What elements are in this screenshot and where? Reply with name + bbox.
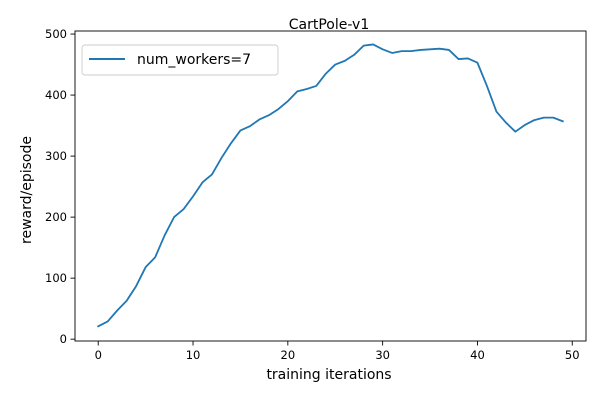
y-tick-label: 300 [45,149,67,163]
legend: num_workers=7 [81,44,279,76]
y-tick-label: 0 [60,332,67,346]
x-tick-label: 50 [565,348,580,362]
y-tick-label: 500 [45,27,67,41]
y-tick-label: 100 [45,271,67,285]
axes-frame [74,30,587,342]
y-tick-label: 400 [45,88,67,102]
x-tick-label: 0 [95,348,102,362]
y-axis-label: reward/episode [19,136,35,244]
x-axis-label: training iterations [266,367,391,383]
x-tick-label: 20 [281,348,296,362]
x-tick-label: 30 [375,348,390,362]
chart-title: CartPole-v1 [289,17,369,33]
series-line-num-workers-7 [97,43,564,328]
x-tick-label: 10 [186,348,201,362]
x-tick-label: 40 [470,348,485,362]
plot-area [97,43,564,328]
legend-label-num-workers-7: num_workers=7 [137,52,251,68]
legend-box [81,44,279,76]
y-tick-label: 200 [45,210,67,224]
